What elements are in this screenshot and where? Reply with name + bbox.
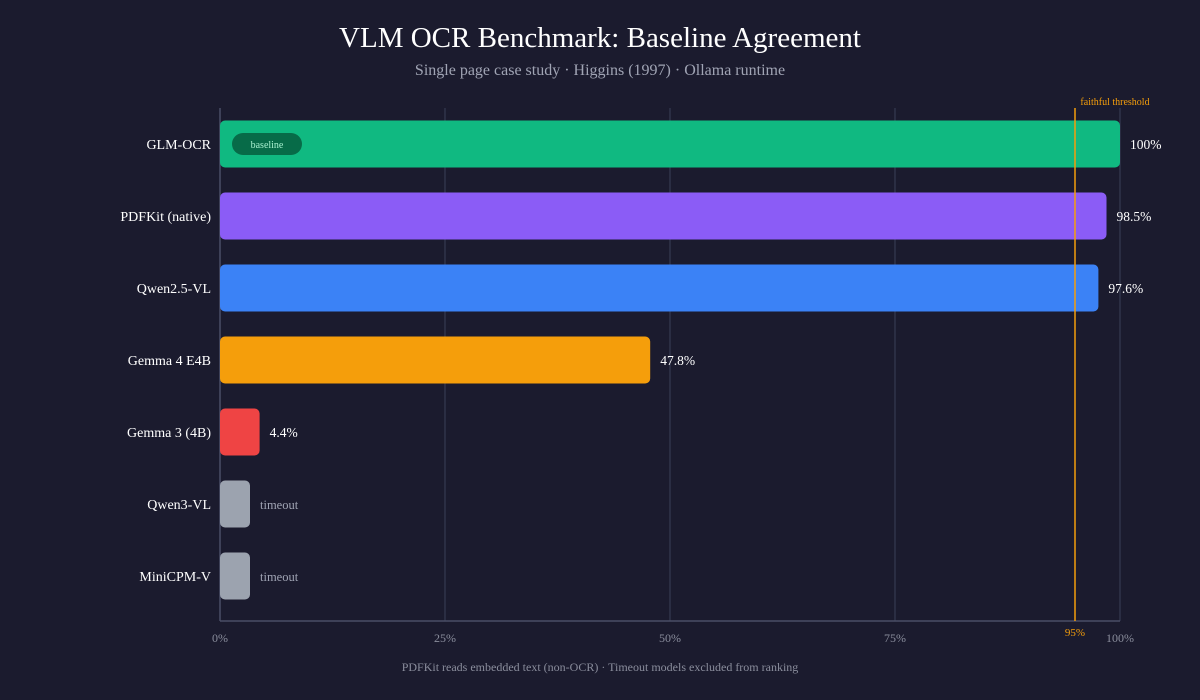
value-label: 47.8% [660, 353, 695, 368]
bar [220, 480, 250, 528]
threshold-tick-label: 95% [1065, 627, 1085, 639]
category-label: Gemma 3 (4B) [127, 426, 211, 441]
x-tick-label: 25% [434, 631, 456, 645]
bar [220, 120, 1120, 168]
category-label: MiniCPM-V [139, 570, 211, 585]
threshold-label: faithful threshold [1080, 97, 1149, 108]
bar [220, 552, 250, 600]
category-label: GLM-OCR [146, 138, 211, 153]
category-label: PDFKit (native) [120, 210, 211, 225]
chart-footnote: PDFKit reads embedded text (non-OCR) · T… [401, 660, 799, 674]
category-label: Gemma 4 E4B [128, 354, 211, 369]
value-label: 98.5% [1117, 209, 1152, 224]
value-label: timeout [260, 498, 299, 512]
x-tick-label: 75% [884, 631, 906, 645]
chart-title: VLM OCR Benchmark: Baseline Agreement [339, 22, 861, 54]
value-label: timeout [260, 570, 299, 584]
value-label: 100% [1130, 137, 1162, 152]
x-tick-label: 0% [212, 631, 228, 645]
chart-subtitle: Single page case study · Higgins (1997) … [414, 62, 786, 79]
bar [220, 192, 1107, 240]
value-label: 4.4% [270, 425, 298, 440]
baseline-badge [232, 133, 302, 155]
bar [220, 264, 1099, 312]
category-label: Qwen3-VL [147, 498, 211, 513]
bar [220, 408, 260, 456]
x-tick-label: 100% [1106, 631, 1134, 645]
bar [220, 336, 651, 384]
baseline-badge-label: baseline [251, 140, 284, 151]
x-tick-label: 50% [659, 631, 681, 645]
category-label: Qwen2.5-VL [137, 282, 211, 297]
value-label: 97.6% [1108, 281, 1143, 296]
